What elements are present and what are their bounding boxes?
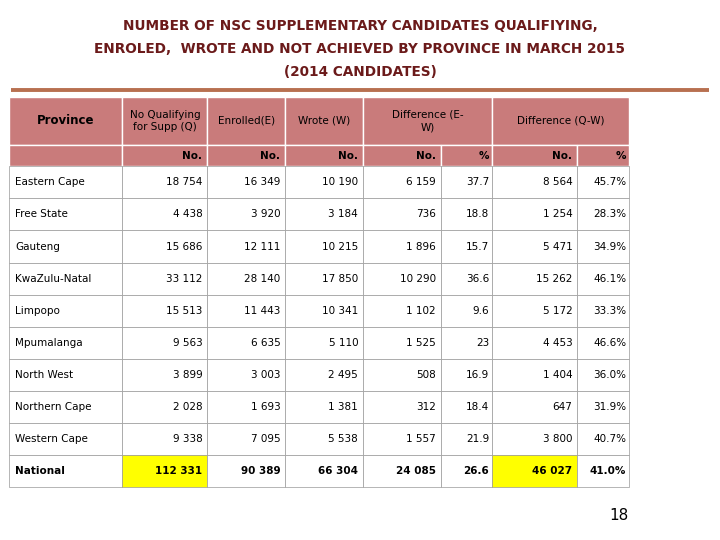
Text: National: National <box>15 466 66 476</box>
Text: 10 190: 10 190 <box>322 177 359 187</box>
Text: North West: North West <box>15 370 73 380</box>
Text: Difference (Q-W): Difference (Q-W) <box>517 116 605 126</box>
Text: 66 304: 66 304 <box>318 466 359 476</box>
Text: Northern Cape: Northern Cape <box>15 402 92 412</box>
Text: 28 140: 28 140 <box>244 274 281 284</box>
Text: 3 003: 3 003 <box>251 370 281 380</box>
Text: Province: Province <box>37 114 94 127</box>
Text: 24 085: 24 085 <box>396 466 436 476</box>
Text: 90 389: 90 389 <box>240 466 281 476</box>
Text: 312: 312 <box>416 402 436 412</box>
Text: 112 331: 112 331 <box>155 466 202 476</box>
Text: 9 563: 9 563 <box>173 338 202 348</box>
Text: 7 095: 7 095 <box>251 434 281 444</box>
Text: 9.6: 9.6 <box>473 306 490 316</box>
Text: KwaZulu-Natal: KwaZulu-Natal <box>15 274 92 284</box>
Text: 15 262: 15 262 <box>536 274 572 284</box>
Text: 1 404: 1 404 <box>543 370 572 380</box>
Text: 2 028: 2 028 <box>173 402 202 412</box>
Text: 21.9: 21.9 <box>466 434 490 444</box>
Text: 34.9%: 34.9% <box>593 241 626 252</box>
Text: 33.3%: 33.3% <box>593 306 626 316</box>
Text: 11 443: 11 443 <box>244 306 281 316</box>
Text: No.: No. <box>261 151 281 160</box>
Text: 28.3%: 28.3% <box>593 210 626 219</box>
Text: 18: 18 <box>610 508 629 523</box>
Text: 1 525: 1 525 <box>406 338 436 348</box>
Text: 15 686: 15 686 <box>166 241 202 252</box>
Text: 5 172: 5 172 <box>543 306 572 316</box>
Text: 5 538: 5 538 <box>328 434 359 444</box>
Text: No.: No. <box>182 151 202 160</box>
Text: 16.9: 16.9 <box>466 370 490 380</box>
Text: 17 850: 17 850 <box>322 274 359 284</box>
Text: 4 438: 4 438 <box>173 210 202 219</box>
Text: 10 290: 10 290 <box>400 274 436 284</box>
Text: 40.7%: 40.7% <box>593 434 626 444</box>
Text: 3 800: 3 800 <box>543 434 572 444</box>
Text: 33 112: 33 112 <box>166 274 202 284</box>
Text: 31.9%: 31.9% <box>593 402 626 412</box>
Text: %: % <box>479 151 490 160</box>
Text: 46.6%: 46.6% <box>593 338 626 348</box>
Text: 10 215: 10 215 <box>322 241 359 252</box>
Text: No.: No. <box>552 151 572 160</box>
Text: 5 110: 5 110 <box>328 338 359 348</box>
Text: 46.1%: 46.1% <box>593 274 626 284</box>
Text: 1 693: 1 693 <box>251 402 281 412</box>
Text: 37.7: 37.7 <box>466 177 490 187</box>
Text: 1 381: 1 381 <box>328 402 359 412</box>
Text: 12 111: 12 111 <box>244 241 281 252</box>
Text: 15.7: 15.7 <box>466 241 490 252</box>
Text: 1 254: 1 254 <box>543 210 572 219</box>
Text: Limpopo: Limpopo <box>15 306 60 316</box>
Text: 3 184: 3 184 <box>328 210 359 219</box>
Text: 41.0%: 41.0% <box>590 466 626 476</box>
Text: 15 513: 15 513 <box>166 306 202 316</box>
Text: 10 341: 10 341 <box>322 306 359 316</box>
Text: 508: 508 <box>416 370 436 380</box>
Text: Wrote (W): Wrote (W) <box>298 116 350 126</box>
Text: 16 349: 16 349 <box>244 177 281 187</box>
Text: Mpumalanga: Mpumalanga <box>15 338 83 348</box>
Text: Gauteng: Gauteng <box>15 241 60 252</box>
Text: ENROLED,  WROTE AND NOT ACHIEVED BY PROVINCE IN MARCH 2015: ENROLED, WROTE AND NOT ACHIEVED BY PROVI… <box>94 42 626 56</box>
Text: 26.6: 26.6 <box>464 466 490 476</box>
Text: 3 899: 3 899 <box>173 370 202 380</box>
Text: %: % <box>616 151 626 160</box>
Text: 6 159: 6 159 <box>406 177 436 187</box>
Text: 23: 23 <box>476 338 490 348</box>
Text: Difference (E-
W): Difference (E- W) <box>392 110 464 132</box>
Text: 8 564: 8 564 <box>543 177 572 187</box>
Text: 2 495: 2 495 <box>328 370 359 380</box>
Text: 18.4: 18.4 <box>466 402 490 412</box>
Text: Eastern Cape: Eastern Cape <box>15 177 85 187</box>
Text: 647: 647 <box>552 402 572 412</box>
Text: 1 557: 1 557 <box>406 434 436 444</box>
Text: (2014 CANDIDATES): (2014 CANDIDATES) <box>284 65 436 79</box>
Text: 6 635: 6 635 <box>251 338 281 348</box>
Text: 18 754: 18 754 <box>166 177 202 187</box>
Text: No Qualifying
for Supp (Q): No Qualifying for Supp (Q) <box>130 110 200 132</box>
Text: 36.6: 36.6 <box>466 274 490 284</box>
Text: 736: 736 <box>416 210 436 219</box>
Text: 4 453: 4 453 <box>543 338 572 348</box>
Text: Western Cape: Western Cape <box>15 434 89 444</box>
Text: Free State: Free State <box>15 210 68 219</box>
Text: No.: No. <box>338 151 359 160</box>
Text: 45.7%: 45.7% <box>593 177 626 187</box>
Text: 9 338: 9 338 <box>173 434 202 444</box>
Text: NUMBER OF NSC SUPPLEMENTARY CANDIDATES QUALIFIYING,: NUMBER OF NSC SUPPLEMENTARY CANDIDATES Q… <box>122 19 598 33</box>
Text: 1 102: 1 102 <box>406 306 436 316</box>
Text: 36.0%: 36.0% <box>593 370 626 380</box>
Text: No.: No. <box>416 151 436 160</box>
Text: 3 920: 3 920 <box>251 210 281 219</box>
Text: 18.8: 18.8 <box>466 210 490 219</box>
Text: Enrolled(E): Enrolled(E) <box>217 116 275 126</box>
Text: 46 027: 46 027 <box>532 466 572 476</box>
Text: 5 471: 5 471 <box>543 241 572 252</box>
Text: 1 896: 1 896 <box>406 241 436 252</box>
